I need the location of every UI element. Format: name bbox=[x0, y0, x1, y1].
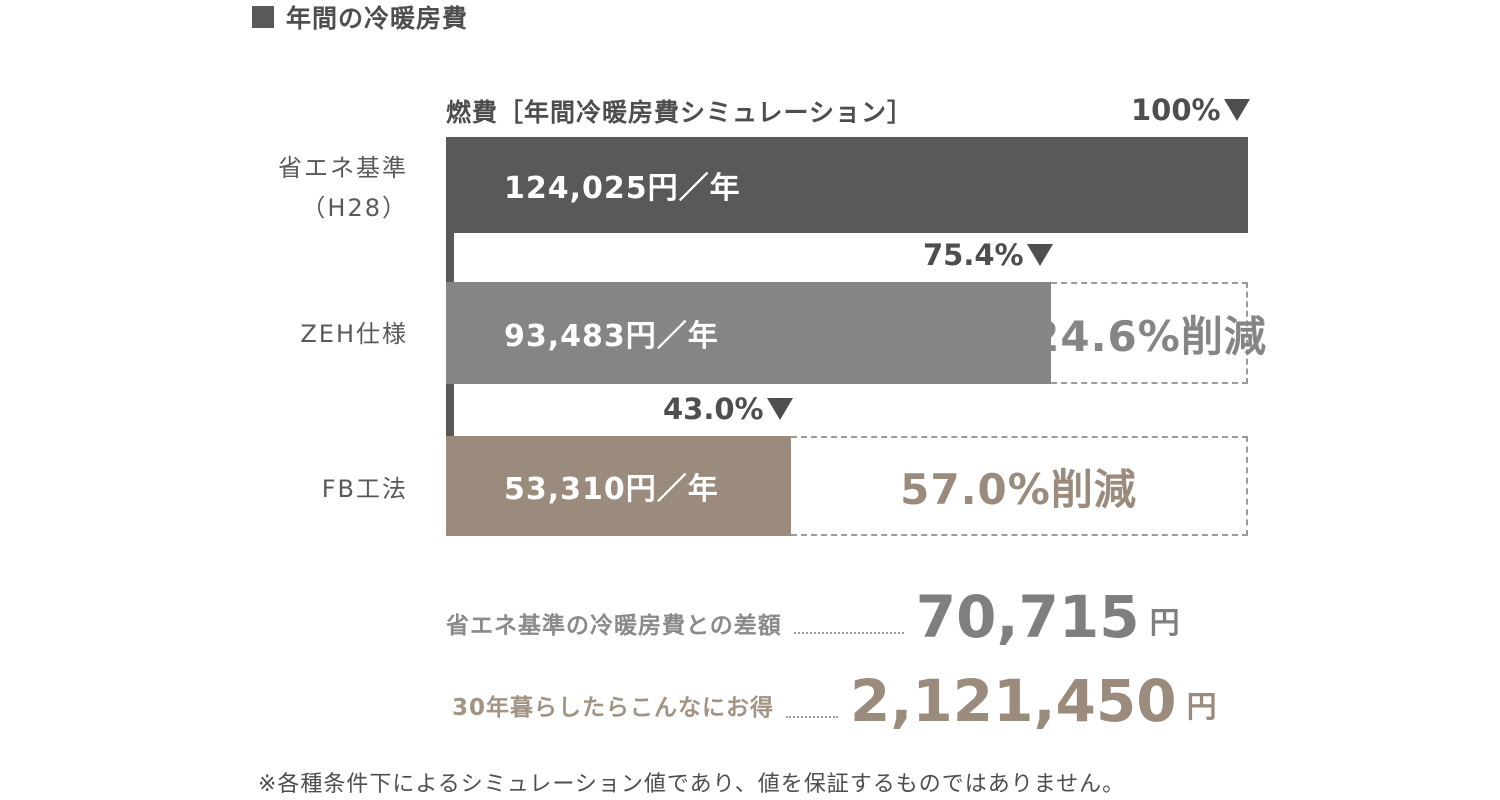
chart-title: 燃費［年間冷暖房費シミュレーション］ bbox=[446, 98, 914, 127]
thirty-year-leader-dots bbox=[786, 716, 839, 718]
percent-label-1: 75.4% bbox=[923, 238, 1024, 272]
percent-marker-1: 75.4% bbox=[923, 238, 1053, 272]
row-label-0: 省エネ基準 （H28） bbox=[278, 148, 408, 228]
percent-label-0: 100% bbox=[1131, 93, 1221, 127]
down-triangle-icon bbox=[1223, 99, 1250, 121]
difference-label: 省エネ基準の冷暖房費との差額 bbox=[446, 613, 782, 639]
row-label-2: FB工法 bbox=[322, 469, 408, 509]
row-label-0-line-1: （H28） bbox=[301, 194, 408, 222]
down-triangle-icon bbox=[766, 398, 793, 420]
percent-label-2: 43.0% bbox=[663, 392, 764, 426]
percent-marker-2: 43.0% bbox=[663, 392, 793, 426]
difference-summary: 省エネ基準の冷暖房費との差額 70,715 円 bbox=[446, 588, 1180, 646]
bar-value-label-2: 53,310円／年 bbox=[504, 472, 719, 507]
difference-unit: 円 bbox=[1149, 606, 1180, 641]
percent-marker-0: 100% bbox=[1131, 93, 1250, 127]
thirty-year-summary: 30年暮らしたらこんなにお得 2,121,450 円 bbox=[452, 672, 1217, 730]
row-label-0-line-0: 省エネ基準 bbox=[278, 154, 408, 182]
chart-bar-1: 93,483円／年 bbox=[446, 282, 1051, 384]
difference-leader-dots bbox=[793, 632, 904, 634]
chart-bar-0: 124,025円／年 bbox=[446, 137, 1248, 233]
chart-bar-2: 53,310円／年 bbox=[446, 436, 791, 536]
row-label-1: ZEH仕様 bbox=[300, 314, 408, 354]
difference-value: 70,715 bbox=[915, 583, 1140, 651]
section-heading: 年間の冷暖房費 bbox=[252, 2, 469, 33]
footnote: ※各種条件下によるシミュレーション値であり、値を保証するものではありません。 bbox=[258, 772, 1126, 797]
reduction-box-2: 57.0%削減 bbox=[791, 436, 1248, 536]
heading-text: 年間の冷暖房費 bbox=[286, 4, 469, 33]
heading-square-icon bbox=[252, 6, 274, 28]
thirty-year-value: 2,121,450 bbox=[850, 667, 1177, 735]
reduction-label-2: 57.0%削減 bbox=[900, 464, 1137, 514]
reduction-box-1: 24.6%削減 bbox=[1030, 282, 1266, 384]
row-label-2-line-0: FB工法 bbox=[321, 475, 408, 503]
bar-value-label-1: 93,483円／年 bbox=[504, 319, 719, 354]
down-triangle-icon bbox=[1026, 244, 1053, 266]
bar-value-label-0: 124,025円／年 bbox=[504, 171, 741, 206]
row-label-1-line-0: ZEH仕様 bbox=[300, 320, 408, 348]
reduction-label-1: 24.6%削減 bbox=[1030, 311, 1267, 361]
thirty-year-label: 30年暮らしたらこんなにお得 bbox=[452, 695, 775, 721]
thirty-year-unit: 円 bbox=[1186, 690, 1217, 725]
